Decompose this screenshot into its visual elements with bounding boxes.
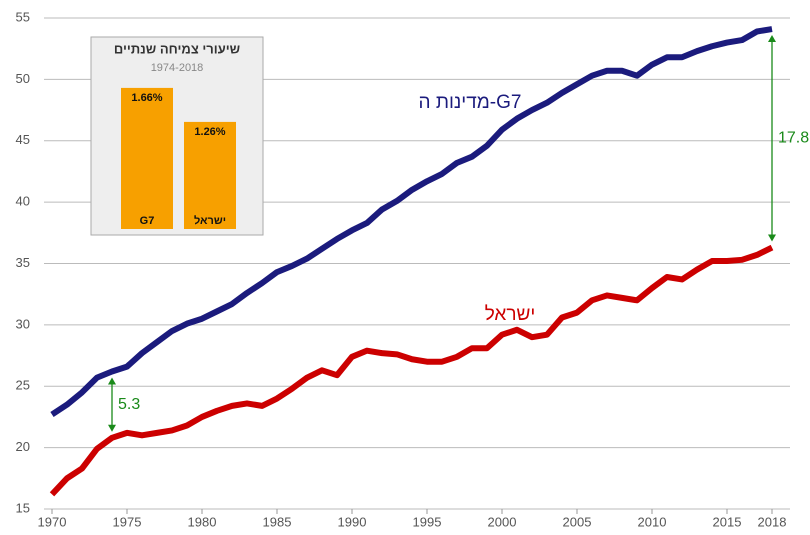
y-tick-label: 55 xyxy=(16,9,30,24)
y-tick-label: 35 xyxy=(16,255,30,270)
x-tick-label: 1990 xyxy=(338,514,367,529)
bar-category-label: ישראל xyxy=(194,214,226,227)
y-tick-label: 40 xyxy=(16,194,30,209)
series-label: מדינות ה-G7 xyxy=(419,92,522,113)
gap-label: 17.8 xyxy=(778,130,809,147)
bar-category-label: G7 xyxy=(140,215,155,227)
x-tick-label: 1975 xyxy=(113,514,142,529)
bar-value-label: 1.26% xyxy=(194,126,225,138)
gap-annotation: 5.3 xyxy=(108,377,140,432)
x-tick-label: 2018 xyxy=(758,514,787,529)
y-tick-label: 45 xyxy=(16,132,30,147)
arrow-head xyxy=(108,424,116,432)
bar xyxy=(121,87,173,230)
y-tick-label: 20 xyxy=(16,439,30,454)
inset: שיעורי צמיחה שנתיים 1974-2018 1.66% G7 1.26%… xyxy=(90,36,264,236)
arrow-head xyxy=(108,377,116,385)
inset-title: שיעורי צמיחה שנתיים xyxy=(114,41,240,56)
arrow-head xyxy=(768,35,776,43)
x-tick-label: 2000 xyxy=(488,514,517,529)
series-label: ישראל xyxy=(485,304,536,325)
bar-value-label: 1.66% xyxy=(131,92,162,104)
x-tick-label: 2010 xyxy=(638,514,667,529)
arrow-head xyxy=(768,234,776,242)
x-tick-label: 1970 xyxy=(38,514,67,529)
gap-annotation: 17.8 xyxy=(768,35,809,242)
x-tick-label: 2015 xyxy=(713,514,742,529)
x-tick-label: 1985 xyxy=(263,514,292,529)
bar xyxy=(184,121,236,229)
series-line xyxy=(50,26,773,417)
x-tick-label: 1995 xyxy=(413,514,442,529)
y-tick-label: 50 xyxy=(16,71,30,86)
inset-subtitle: 1974-2018 xyxy=(151,62,204,74)
series-line xyxy=(49,244,774,497)
y-tick-label: 30 xyxy=(16,316,30,331)
y-tick-label: 15 xyxy=(16,500,30,515)
x-tick-label: 1980 xyxy=(188,514,217,529)
y-tick-label: 25 xyxy=(16,378,30,393)
gap-label: 5.3 xyxy=(118,396,140,413)
x-tick-label: 2005 xyxy=(563,514,592,529)
